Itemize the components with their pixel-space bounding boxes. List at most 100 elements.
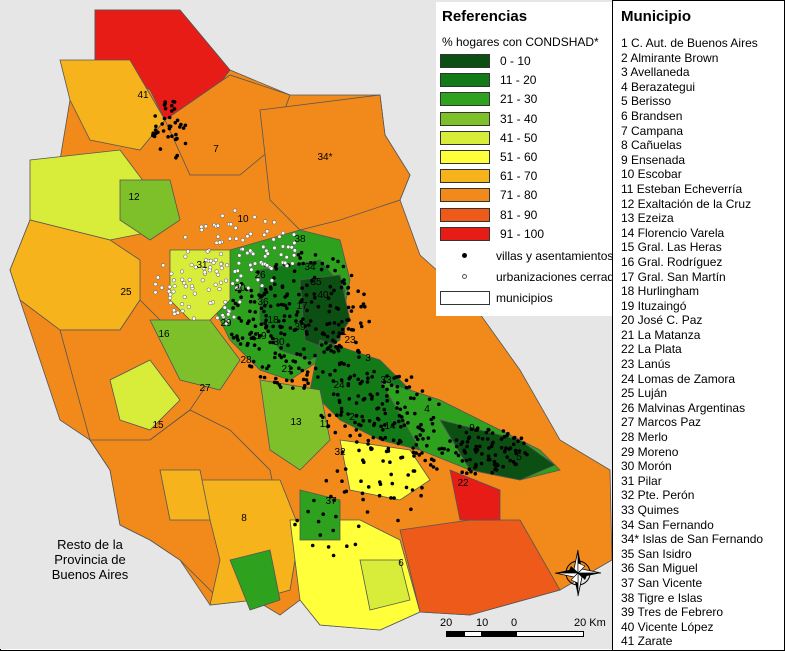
municipio-list-item: 14 Florencio Varela (621, 225, 725, 240)
urbanizacion-point (218, 280, 224, 285)
villa-point (327, 321, 332, 326)
villa-point (306, 381, 310, 386)
villa-point (341, 264, 346, 269)
villa-point (162, 103, 167, 107)
urbanizacion-point (220, 213, 225, 218)
municipio-list-title: Municipio (621, 8, 691, 25)
municipio-map-label: 11 (320, 419, 331, 430)
villa-point (237, 289, 242, 294)
villa-point (298, 352, 303, 357)
urbanizacion-point (234, 285, 239, 291)
villa-point (412, 396, 416, 401)
villa-point (278, 385, 283, 390)
villa-point (333, 430, 338, 435)
villa-point (346, 291, 351, 296)
municipio-map-label: 34* (317, 152, 332, 163)
villa-point (428, 463, 433, 467)
villa-point (264, 318, 268, 323)
villa-point (382, 380, 387, 384)
villa-point (333, 268, 337, 273)
villa-point (396, 518, 400, 523)
villa-point (406, 421, 410, 425)
villa-point (474, 444, 479, 449)
villa-point (333, 340, 338, 344)
villa-point (398, 407, 403, 412)
municipio-list-item: 12 Exaltación de la Cruz (621, 196, 752, 211)
municipio-list-item: 9 Ensenada (621, 152, 686, 167)
villa-point (266, 329, 271, 334)
urbanizacion-point (246, 285, 251, 291)
municipio-map-label: 10 (237, 214, 249, 225)
outline-box-icon (440, 291, 490, 305)
villa-point (302, 386, 306, 390)
villa-point (346, 285, 351, 290)
compass-rose-icon (554, 549, 602, 597)
villa-point (346, 305, 351, 310)
villa-point (480, 437, 485, 441)
urbanizacion-point (217, 286, 222, 292)
black-dot-icon (440, 249, 490, 263)
villa-point (336, 322, 341, 327)
villa-point (465, 444, 469, 449)
municipio-map-label: 1 (341, 327, 347, 338)
urbanizacion-point (180, 277, 185, 282)
villa-point (356, 377, 361, 382)
villa-point (519, 436, 524, 441)
lasheras-orange (159, 469, 211, 521)
villa-point (170, 134, 174, 138)
villa-point (523, 451, 527, 455)
urbanizacion-point (269, 266, 274, 271)
municipio-map-label: 24 (333, 380, 345, 391)
villa-point (302, 347, 306, 351)
villa-point (340, 327, 345, 332)
villa-point (359, 479, 363, 484)
municipio-list-item: 30 Morón (621, 459, 672, 474)
villa-point (288, 314, 292, 319)
villa-point (290, 379, 295, 383)
municipio-list-item: 23 Lanús (621, 357, 671, 372)
villa-point (316, 519, 321, 524)
villa-point (499, 437, 504, 441)
villa-point (416, 437, 420, 442)
municipio-map-label: 33 (380, 375, 392, 386)
villa-point (340, 479, 344, 484)
urbanizacion-point (206, 287, 211, 292)
municipio-list-item: 36 San Miguel (621, 561, 698, 576)
municipio-list-item: 41 Zarate (621, 634, 673, 649)
rest-label-line-3: Buenos Aires (51, 567, 129, 582)
legend-class-label: 21 - 30 (500, 92, 538, 107)
scale-label-10: 10 (476, 617, 489, 629)
villa-point (248, 309, 252, 314)
villa-point (362, 292, 366, 297)
villa-point (313, 253, 318, 257)
villa-point (249, 288, 254, 293)
urbanizacion-point (186, 304, 191, 309)
municipio-list-item: 34* Islas de San Fernando (621, 532, 764, 547)
villa-point (358, 381, 363, 386)
villa-point (391, 423, 395, 427)
villa-point (268, 304, 273, 309)
villa-point (432, 429, 436, 433)
lujan-region (9, 219, 141, 331)
villa-point (273, 293, 277, 298)
municipio-list-item: 37 San Vicente (621, 575, 703, 590)
villa-point (395, 384, 400, 389)
laplata-red (449, 469, 501, 521)
municipio-list-item: 35 San Isidro (621, 546, 692, 561)
villa-point (254, 332, 258, 336)
municipio-list-item: 20 José C. Paz (621, 313, 703, 328)
villa-point (309, 300, 314, 304)
villa-point (457, 424, 462, 429)
villa-point (486, 428, 491, 432)
scale-bar: 20 10 0 20 Km (440, 617, 606, 647)
municipio-list-item: 15 Gral. Las Heras (621, 240, 722, 255)
villa-point (314, 327, 318, 331)
villa-point (183, 141, 188, 146)
villa-point (321, 512, 326, 516)
villa-point (513, 448, 518, 453)
urbanizacion-point (228, 222, 233, 227)
villa-point (404, 378, 409, 383)
villa-point (414, 451, 419, 455)
villa-point (288, 326, 293, 330)
